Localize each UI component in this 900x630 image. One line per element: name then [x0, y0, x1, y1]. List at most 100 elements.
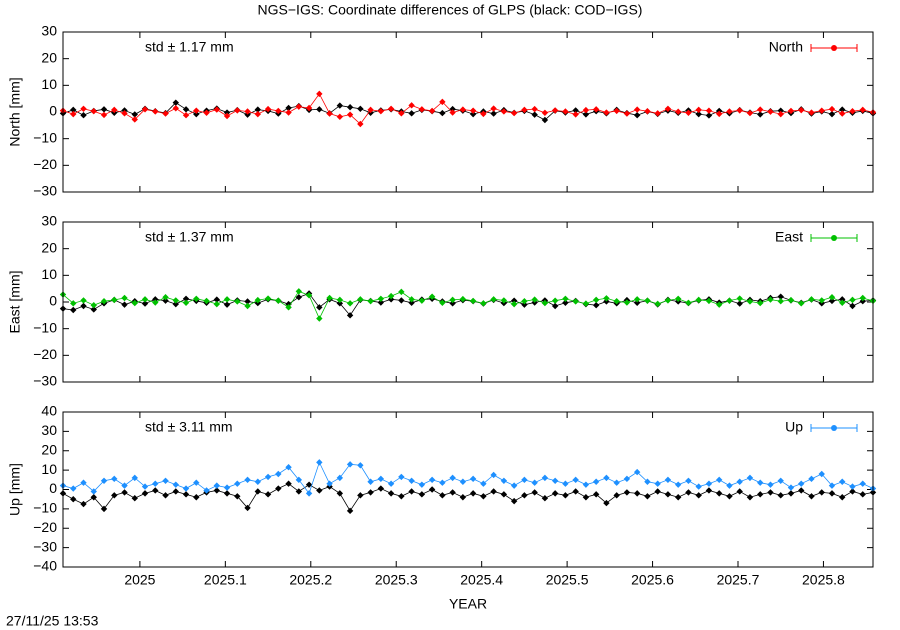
y-tick-label: −20 — [33, 346, 57, 362]
data-point — [531, 479, 538, 486]
data-point — [582, 300, 590, 307]
data-point — [213, 106, 220, 113]
data-point — [644, 478, 651, 485]
data-point — [367, 106, 374, 114]
x-tick-label: 2025.5 — [546, 572, 589, 588]
data-point — [685, 477, 692, 484]
data-point — [541, 495, 549, 502]
data-point — [346, 461, 354, 468]
data-point — [80, 479, 87, 486]
data-point — [572, 476, 579, 484]
data-point — [469, 110, 477, 118]
data-point — [182, 295, 190, 302]
plot-border — [62, 411, 874, 568]
timestamp: 27/11/25 13:53 — [6, 613, 99, 629]
y-tick-label: 0 — [49, 293, 57, 309]
data-point — [439, 479, 446, 486]
legend-swatch — [831, 235, 837, 241]
data-point — [162, 110, 169, 117]
data-point — [357, 105, 364, 112]
data-point — [808, 493, 815, 500]
x-tick-label: 2025.1 — [204, 572, 247, 588]
data-point — [336, 102, 344, 109]
data-point — [603, 109, 610, 116]
data-point — [316, 304, 323, 311]
data-point — [859, 491, 866, 498]
data-point — [808, 109, 815, 116]
data-point — [449, 296, 456, 304]
data-point — [490, 296, 497, 303]
legend-label: East — [775, 229, 803, 245]
data-point — [480, 110, 487, 118]
data-point — [254, 478, 262, 485]
data-point — [295, 288, 303, 295]
data-point — [562, 480, 569, 487]
data-point — [695, 492, 702, 499]
data-point — [418, 106, 426, 113]
data-point — [490, 488, 497, 495]
data-point — [521, 476, 528, 484]
data-point — [469, 475, 477, 483]
data-point — [418, 491, 426, 498]
x-tick-label: 2025.4 — [460, 572, 503, 588]
data-point — [367, 478, 374, 485]
data-point — [213, 300, 220, 308]
data-point — [818, 470, 825, 478]
data-point — [223, 109, 231, 116]
data-point — [182, 299, 190, 306]
data-point — [510, 300, 518, 308]
data-point — [736, 488, 743, 495]
y-tick-label: −30 — [33, 183, 57, 199]
data-point — [449, 474, 456, 482]
y-tick-label: −30 — [33, 538, 57, 554]
data-point — [285, 304, 292, 311]
data-point — [757, 491, 764, 498]
data-point — [90, 488, 97, 495]
data-point — [100, 111, 108, 119]
x-tick-label: 2025.3 — [375, 572, 418, 588]
y-axis-label: Up [mm] — [7, 463, 23, 516]
data-point — [244, 298, 251, 305]
data-point — [592, 106, 600, 113]
data-point — [357, 120, 364, 128]
data-point — [839, 296, 846, 303]
data-point — [818, 297, 825, 304]
data-point — [182, 106, 190, 113]
data-point — [449, 300, 456, 307]
data-point — [275, 485, 282, 492]
data-point — [828, 490, 836, 497]
data-point — [305, 104, 313, 112]
data-point — [172, 99, 179, 106]
y-tick-label: 10 — [41, 76, 57, 92]
legend-swatch — [831, 45, 837, 51]
data-point — [305, 490, 313, 497]
data-point — [234, 493, 241, 500]
data-point — [193, 110, 200, 118]
y-tick-label: 20 — [41, 49, 57, 65]
data-point — [572, 298, 579, 305]
data-point — [808, 296, 815, 303]
y-tick-label: 10 — [41, 461, 57, 477]
data-point — [141, 490, 149, 497]
data-point — [480, 480, 487, 487]
legend-swatch — [831, 425, 837, 431]
data-point — [592, 296, 600, 304]
data-point — [757, 111, 764, 118]
data-point — [859, 106, 866, 114]
data-point — [521, 106, 528, 114]
data-point — [849, 302, 856, 310]
data-point — [798, 487, 805, 494]
y-tick-label: −40 — [33, 558, 57, 574]
data-point — [121, 489, 128, 496]
y-tick-label: 30 — [41, 23, 57, 39]
data-point — [213, 296, 220, 303]
data-point — [500, 297, 508, 304]
y-tick-label: −10 — [33, 500, 57, 516]
data-point — [480, 300, 487, 307]
data-point — [131, 116, 138, 123]
data-point — [459, 106, 467, 113]
data-point — [213, 482, 220, 489]
data-point — [100, 505, 108, 513]
data-point — [346, 507, 354, 515]
data-point — [326, 110, 333, 117]
